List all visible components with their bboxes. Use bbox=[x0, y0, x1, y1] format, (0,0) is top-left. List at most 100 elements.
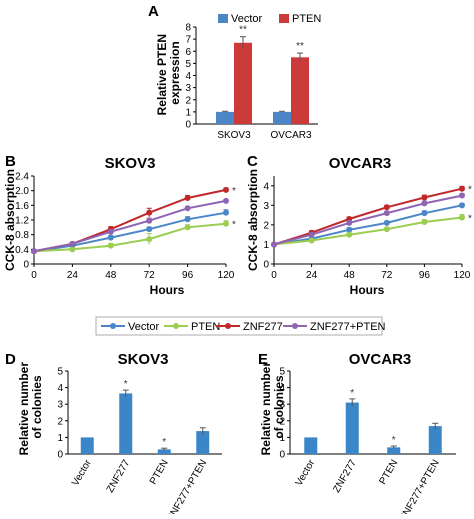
x-tick-label-a: SKOV3 bbox=[217, 130, 251, 141]
bar-d-znf277-pten bbox=[196, 431, 210, 454]
legend-bc-marker-pten bbox=[173, 323, 179, 329]
panel-a: A Vector PTEN Relative PTEN expression 0… bbox=[148, 3, 321, 141]
y-tick-label-c: 4 bbox=[263, 181, 269, 192]
chart-title-d: SKOV3 bbox=[118, 351, 169, 368]
y-tick-label-d: 0 bbox=[57, 450, 63, 461]
y-tick-label-c: 2 bbox=[263, 220, 269, 231]
y-tick-label-e: 5 bbox=[279, 367, 285, 378]
significance-mark-c-znf277: * bbox=[468, 185, 472, 196]
y-tick-label-a: 7 bbox=[185, 35, 191, 46]
y-tick-label-d: 2 bbox=[57, 416, 63, 427]
series-line-b-vector bbox=[33, 211, 227, 253]
panel-c: C OVCAR3 Hours CCK-8 absorption 0 1 2 3 4 0 24… bbox=[246, 153, 472, 297]
significance-mark-a-ovcar3: ** bbox=[296, 41, 304, 52]
data-point-b-pten bbox=[107, 242, 114, 249]
y-tick-label-b: 0 bbox=[23, 260, 29, 271]
y-tick-label-c: 0 bbox=[263, 260, 269, 271]
y-tick-label-a: 8 bbox=[185, 23, 191, 34]
data-point-b-vector bbox=[184, 216, 191, 223]
y-axis-label-a-line1: Relative PTEN bbox=[155, 34, 169, 115]
significance-mark-b-pten: * bbox=[232, 220, 236, 231]
significance-mark-e-znf277: * bbox=[350, 388, 354, 399]
significance-mark-b-znf277: * bbox=[232, 186, 236, 197]
x-tick-label-c: 24 bbox=[306, 270, 318, 281]
y-tick-label-b: 1.2 bbox=[15, 216, 29, 227]
data-point-c-znf277-pten bbox=[346, 219, 353, 226]
y-tick-label-a: 3 bbox=[185, 83, 191, 94]
legend-bc-item-vector: Vector bbox=[101, 321, 160, 333]
legend-bc-label-pten: PTEN bbox=[191, 321, 220, 333]
y-tick-label-c: 1 bbox=[263, 240, 269, 251]
y-axis-label-d-line1: Relative number bbox=[17, 362, 31, 456]
data-point-c-vector bbox=[383, 219, 390, 226]
legend-bc-label-znf277: ZNF277 bbox=[243, 321, 283, 333]
panel-d: D SKOV3 Relative number of colonies 0 1 2 3… bbox=[5, 351, 222, 519]
legend-a-label-vector: Vector bbox=[231, 13, 263, 25]
data-point-b-znf277 bbox=[146, 209, 153, 216]
x-tick-label-c: 48 bbox=[344, 270, 356, 281]
series-line-c-znf277-pten bbox=[273, 194, 463, 246]
data-point-c-znf277-pten bbox=[383, 210, 390, 217]
bar-d-znf277 bbox=[119, 393, 133, 454]
y-tick-label-b: 0.4 bbox=[15, 245, 29, 256]
x-tick-label-e: PTEN bbox=[377, 458, 400, 487]
bar-a-vector-ovcar3 bbox=[273, 111, 291, 124]
y-tick-label-b: 2.0 bbox=[15, 186, 29, 197]
data-point-b-znf277-pten bbox=[223, 197, 229, 204]
legend-bc-marker-vector bbox=[110, 323, 116, 329]
y-tick-label-b: 2.4 bbox=[15, 172, 29, 183]
y-tick-label-e: 4 bbox=[279, 383, 285, 394]
y-axis-label-e-line1: Relative number bbox=[259, 362, 273, 456]
legend-a: Vector PTEN bbox=[218, 13, 321, 25]
data-point-b-vector bbox=[107, 234, 114, 241]
legend-bc-marker-znf277-pten bbox=[292, 323, 298, 329]
y-axis-label-e-line2: of colonies bbox=[272, 375, 286, 439]
panel-label-c: C bbox=[247, 153, 258, 170]
data-point-c-vector bbox=[421, 210, 428, 217]
y-tick-label-a: 6 bbox=[185, 47, 191, 58]
y-tick-label-a: 0 bbox=[185, 120, 191, 131]
significance-mark-d-znf277: * bbox=[124, 379, 128, 390]
x-tick-label-d: PTEN bbox=[148, 458, 171, 487]
legend-bc-frame bbox=[95, 316, 383, 336]
x-tick-label-a: OVCAR3 bbox=[270, 130, 312, 141]
bar-a-pten-skov3 bbox=[234, 42, 252, 125]
bar-a-pten-ovcar3 bbox=[291, 57, 309, 124]
y-tick-label-c: 3 bbox=[263, 201, 269, 212]
x-tick-label-d: ZNF277+PTEN bbox=[166, 458, 210, 514]
data-point-b-vector bbox=[223, 209, 229, 216]
series-line-c-pten bbox=[273, 216, 463, 246]
panel-label-d: D bbox=[5, 351, 16, 368]
panel-label-a: A bbox=[148, 3, 159, 20]
y-tick-label-e: 1 bbox=[279, 433, 285, 444]
bar-e-znf277 bbox=[345, 402, 359, 454]
plot-b: 0 0.4 0.8 1.2 1.6 2.0 2.4 0 24 48 72 96 120 * * bbox=[15, 172, 236, 282]
significance-mark-d-pten: * bbox=[162, 437, 166, 448]
bar-e-pten bbox=[387, 447, 401, 454]
x-tick-label-b: 0 bbox=[31, 270, 37, 281]
data-point-c-pten bbox=[459, 214, 465, 221]
significance-mark-e-pten: * bbox=[392, 435, 396, 446]
legend-a-label-pten: PTEN bbox=[292, 13, 321, 25]
y-tick-label-d: 1 bbox=[57, 433, 63, 444]
data-point-b-pten bbox=[184, 224, 191, 231]
legend-bc: Vector PTEN ZNF277 ZNF277+PTEN bbox=[95, 316, 386, 336]
chart-title-e: OVCAR3 bbox=[349, 351, 412, 368]
panel-b: B SKOV3 Hours CCK-8 absorption 0 0.4 0.8 1.… bbox=[3, 153, 236, 297]
y-tick-label-e: 3 bbox=[279, 400, 285, 411]
y-tick-label-d: 4 bbox=[57, 383, 63, 394]
y-axis-label-e: Relative number of colonies bbox=[259, 359, 286, 456]
legend-bc-label-znf277-pten: ZNF277+PTEN bbox=[310, 321, 386, 333]
data-point-b-pten bbox=[69, 246, 76, 253]
data-point-b-znf277 bbox=[223, 186, 229, 193]
data-point-c-znf277-pten bbox=[271, 241, 277, 248]
x-tick-label-c: 120 bbox=[454, 270, 471, 281]
data-point-c-znf277 bbox=[421, 194, 428, 201]
y-tick-label-a: 1 bbox=[185, 107, 191, 118]
x-tick-label-c: 96 bbox=[419, 270, 431, 281]
data-point-c-znf277 bbox=[383, 204, 390, 211]
x-tick-label-e: Vector bbox=[294, 457, 318, 488]
y-tick-label-e: 0 bbox=[279, 450, 285, 461]
legend-a-swatch-pten bbox=[279, 14, 289, 23]
x-tick-label-b: 72 bbox=[144, 270, 156, 281]
